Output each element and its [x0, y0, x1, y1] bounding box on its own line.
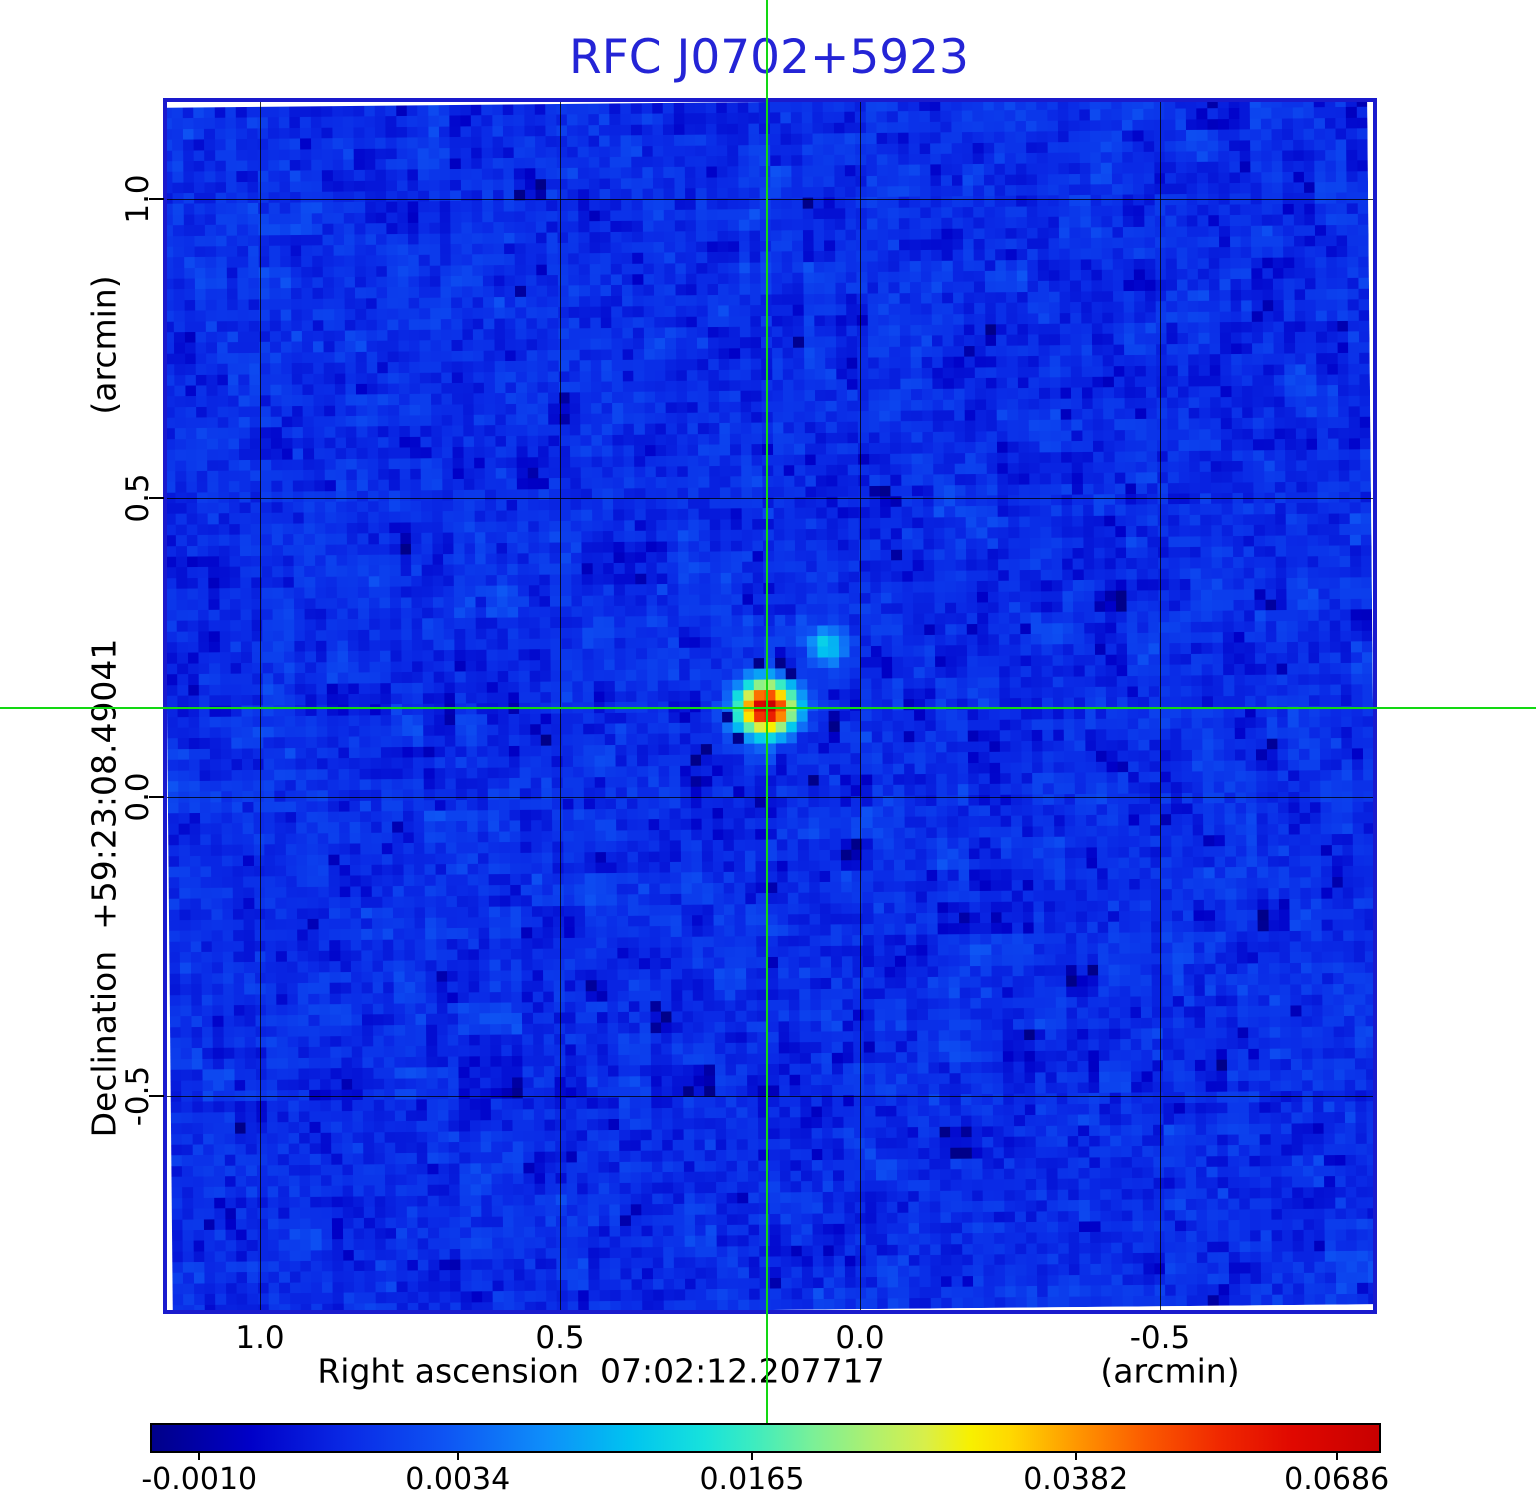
colorbar-tick-mark: [1074, 1453, 1077, 1460]
y-axis-label: Declination +59:23:08.49041: [84, 638, 124, 1138]
colorbar-tick-mark: [198, 1453, 201, 1460]
y-axis-unit-label: (arcmin): [84, 275, 124, 415]
colorbar: [150, 1423, 1381, 1453]
x-tick-label: 0.5: [535, 1320, 585, 1356]
y-axis-tick-mark: [149, 1095, 164, 1097]
crosshair-horizontal-line: [0, 706, 1536, 709]
x-tick-label: 1.0: [235, 1320, 285, 1356]
grid-line-vertical: [260, 102, 261, 1310]
colorbar-tick-label: 0.0034: [405, 1462, 511, 1497]
x-tick-label: 0.0: [835, 1320, 885, 1356]
grid-overlay: [167, 102, 1373, 1310]
x-axis-label: Right ascension 07:02:12.207717: [317, 1351, 885, 1391]
plot-area: [163, 98, 1377, 1314]
y-axis-tick-mark: [149, 198, 164, 200]
colorbar-tick-label: 0.0382: [1023, 1462, 1129, 1497]
grid-line-vertical: [860, 102, 861, 1310]
grid-line-horizontal: [167, 498, 1373, 499]
colorbar-tick-mark: [750, 1453, 753, 1460]
y-axis-tick-mark: [149, 796, 164, 798]
grid-line-vertical: [560, 102, 561, 1310]
x-axis-unit-label: (arcmin): [1100, 1351, 1240, 1391]
colorbar-gradient: [152, 1425, 1379, 1451]
colorbar-tick-mark: [1335, 1453, 1338, 1460]
colorbar-tick-label: -0.0010: [141, 1462, 258, 1497]
grid-line-horizontal: [167, 199, 1373, 200]
colorbar-tick-label: 0.0165: [699, 1462, 805, 1497]
colorbar-tick-label: 0.0686: [1284, 1462, 1390, 1497]
x-tick-label: -0.5: [1129, 1320, 1191, 1356]
page-title: RFC J0702+5923: [569, 30, 969, 85]
grid-line-horizontal: [167, 1096, 1373, 1097]
grid-line-vertical: [1160, 102, 1161, 1310]
colorbar-tick-mark: [456, 1453, 459, 1460]
crosshair-vertical-line: [766, 0, 768, 1423]
grid-line-horizontal: [167, 797, 1373, 798]
y-axis-tick-mark: [149, 497, 164, 499]
